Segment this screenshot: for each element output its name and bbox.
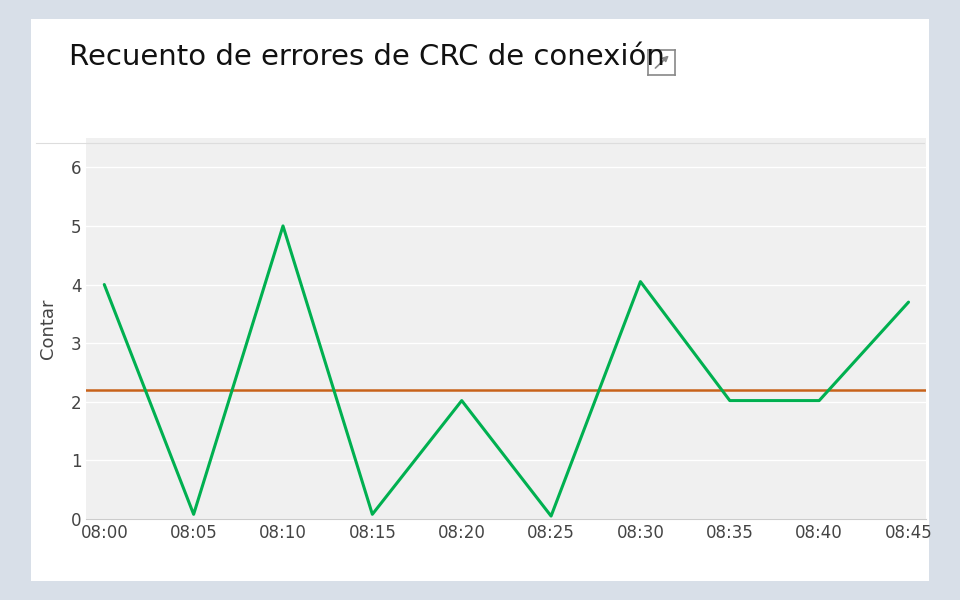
Text: Recuento de errores de CRC de conexión: Recuento de errores de CRC de conexión	[69, 43, 665, 71]
Y-axis label: Contar: Contar	[39, 298, 57, 359]
